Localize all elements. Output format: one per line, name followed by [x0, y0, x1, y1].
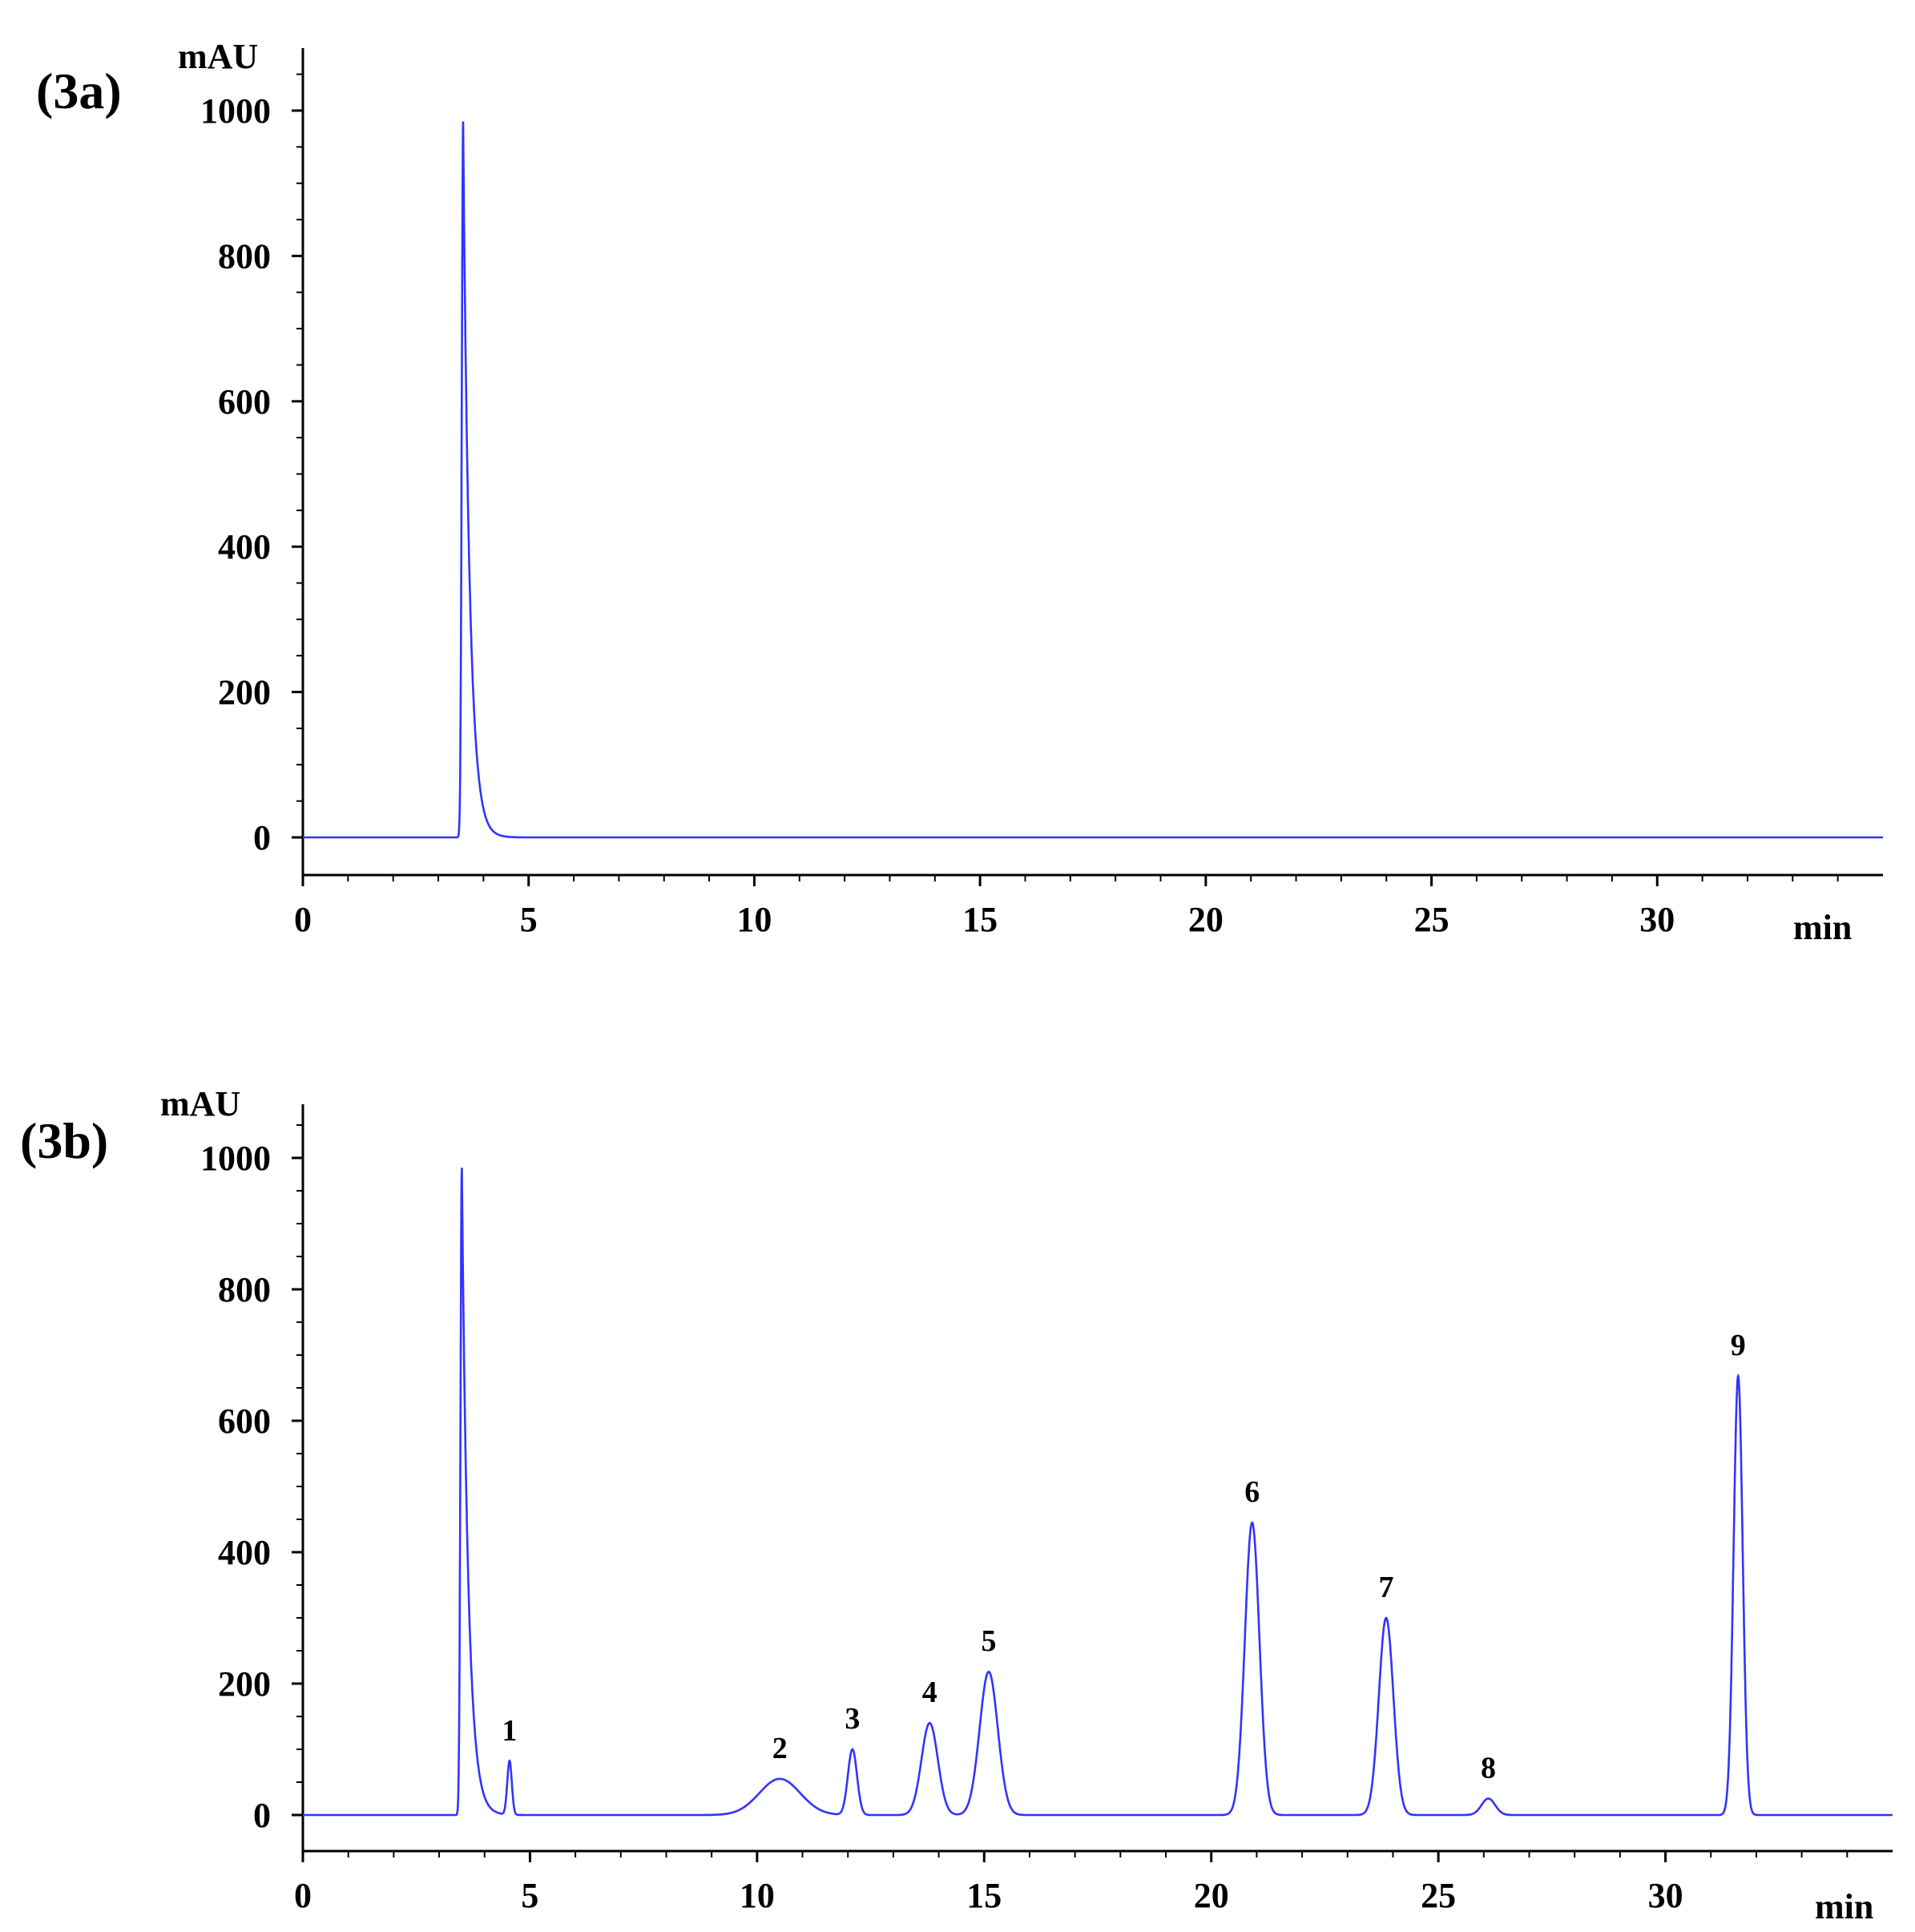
x-tick-label: 30	[1648, 1876, 1683, 1915]
x-tick-label: 15	[962, 900, 998, 939]
peak-label-8: 8	[1481, 1752, 1496, 1785]
y-tick-label: 600	[218, 382, 271, 421]
x-tick-label: 25	[1414, 900, 1449, 939]
x-tick-label: 0	[294, 1876, 312, 1915]
x-ticks: 0 5 10 15 20 25 30	[294, 1851, 1848, 1915]
x-tick-label: 30	[1639, 900, 1675, 939]
x-tick-label: 20	[1194, 1876, 1229, 1915]
x-tick-label: 5	[521, 1876, 538, 1915]
y-tick-label: 600	[218, 1402, 271, 1441]
y-ticks: 0 200 400 600 800 1000	[200, 73, 303, 857]
peak-label-9: 9	[1731, 1329, 1746, 1362]
y-tick-label: 0	[253, 1796, 271, 1835]
y-axis-unit-label: mAU	[178, 37, 258, 76]
x-axis-unit-label: min	[1815, 1887, 1873, 1926]
peak-label-4: 4	[922, 1676, 937, 1709]
peak-labels: 1 2 3 4 5 6 7 8 9	[502, 1329, 1745, 1785]
x-tick-label: 5	[520, 900, 538, 939]
y-tick-label: 200	[218, 673, 271, 712]
peak-label-7: 7	[1378, 1571, 1393, 1604]
y-tick-label: 200	[218, 1664, 271, 1704]
peak-label-2: 2	[772, 1732, 788, 1765]
y-ticks: 0 200 400 600 800 1000	[200, 1124, 303, 1835]
x-axis-unit-label: min	[1793, 908, 1852, 947]
x-tick-label: 10	[740, 1876, 775, 1915]
chromatogram-trace	[303, 121, 1883, 839]
x-tick-label: 0	[294, 900, 312, 939]
y-axis-unit-label: mAU	[160, 1084, 240, 1123]
y-tick-label: 1000	[200, 91, 271, 131]
x-tick-label: 20	[1188, 900, 1224, 939]
y-tick-label: 400	[218, 527, 271, 567]
chromatogram-trace	[303, 1168, 1893, 1817]
peak-label-3: 3	[845, 1702, 860, 1736]
y-tick-label: 400	[218, 1533, 271, 1572]
x-tick-label: 25	[1421, 1876, 1456, 1915]
y-tick-label: 800	[218, 236, 271, 276]
y-tick-label: 1000	[200, 1139, 271, 1178]
x-tick-label: 10	[736, 900, 772, 939]
y-tick-label: 0	[253, 818, 271, 857]
chromatogram-panel-3a: (3a) mAU min 0 200 400 600 800 1000 0 5 10 15 20 2…	[36, 37, 1883, 947]
peak-label-1: 1	[502, 1714, 517, 1748]
peak-label-5: 5	[981, 1624, 996, 1658]
panel-label: (3a)	[36, 63, 122, 119]
panel-label: (3b)	[20, 1112, 108, 1169]
x-ticks: 0 5 10 15 20 25 30	[294, 875, 1839, 939]
y-tick-label: 800	[218, 1270, 271, 1309]
x-tick-label: 15	[966, 1876, 1002, 1915]
peak-label-6: 6	[1244, 1475, 1260, 1509]
